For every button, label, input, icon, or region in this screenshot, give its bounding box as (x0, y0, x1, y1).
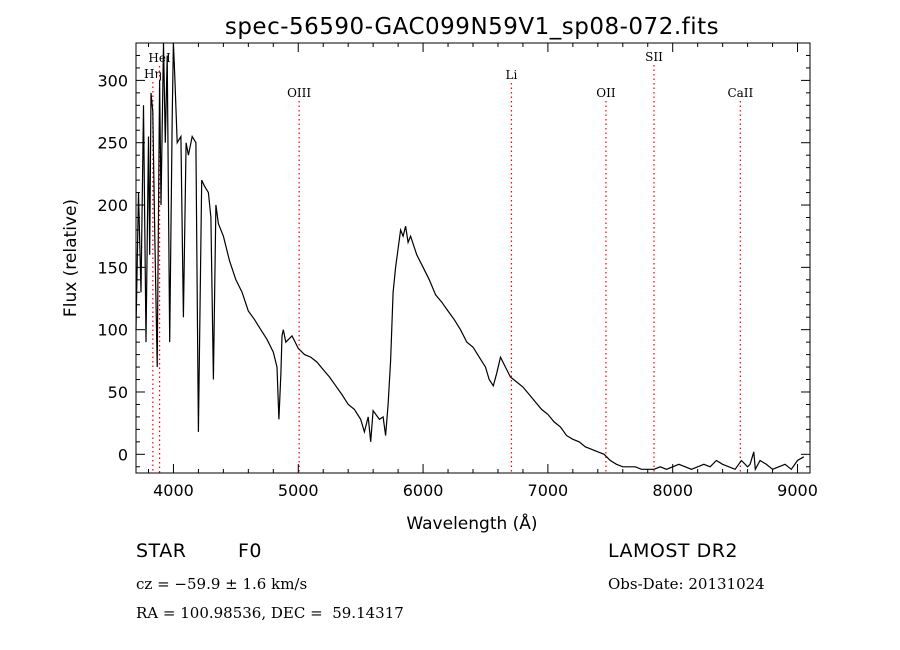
y-tick-label: 0 (118, 445, 128, 464)
object-class: STAR (136, 540, 187, 562)
y-tick-label: 250 (97, 134, 128, 153)
y-tick-label: 50 (108, 383, 128, 402)
line-marker-label: SII (645, 50, 663, 64)
spectral-subclass: F0 (238, 540, 263, 562)
x-tick-label: 9000 (777, 481, 818, 500)
x-tick-label: 4000 (153, 481, 194, 500)
coordinates: RA = 100.98536, DEC = 59.14317 (136, 604, 404, 622)
y-axis-label: Flux (relative) (61, 199, 81, 317)
y-tick-label: 100 (97, 321, 128, 340)
line-marker-label: CaII (727, 86, 753, 100)
y-tick-label: 200 (97, 196, 128, 215)
line-marker-label: OII (596, 86, 616, 100)
line-marker-label: Hη (144, 67, 162, 81)
spectrum-line (135, 42, 805, 472)
line-marker-label: Li (506, 68, 518, 82)
x-tick-label: 5000 (278, 481, 319, 500)
plot-frame (135, 42, 811, 474)
obs-date: Obs-Date: 20131024 (608, 575, 765, 593)
y-tick-label: 150 (97, 258, 128, 277)
line-marker-label: HeI (148, 51, 171, 65)
line-marker-label: OIII (287, 86, 311, 100)
x-tick-label: 7000 (528, 481, 569, 500)
x-axis-label: Wavelength (Å) (406, 512, 537, 534)
redshift-value: cz = −59.9 ± 1.6 km/s (136, 575, 308, 593)
x-tick-label: 8000 (652, 481, 693, 500)
chart-title: spec-56590-GAC099N59V1_sp08-072.fits (225, 14, 719, 40)
survey-name: LAMOST DR2 (608, 540, 738, 562)
y-tick-label: 300 (97, 71, 128, 90)
line-markers: Hη HeI OIII Li OII SII CaII (144, 50, 754, 473)
axis-ticks: 4000 5000 6000 7000 8000 9000 0 50 100 150 200 250 3… (97, 43, 818, 500)
x-tick-label: 6000 (403, 481, 444, 500)
